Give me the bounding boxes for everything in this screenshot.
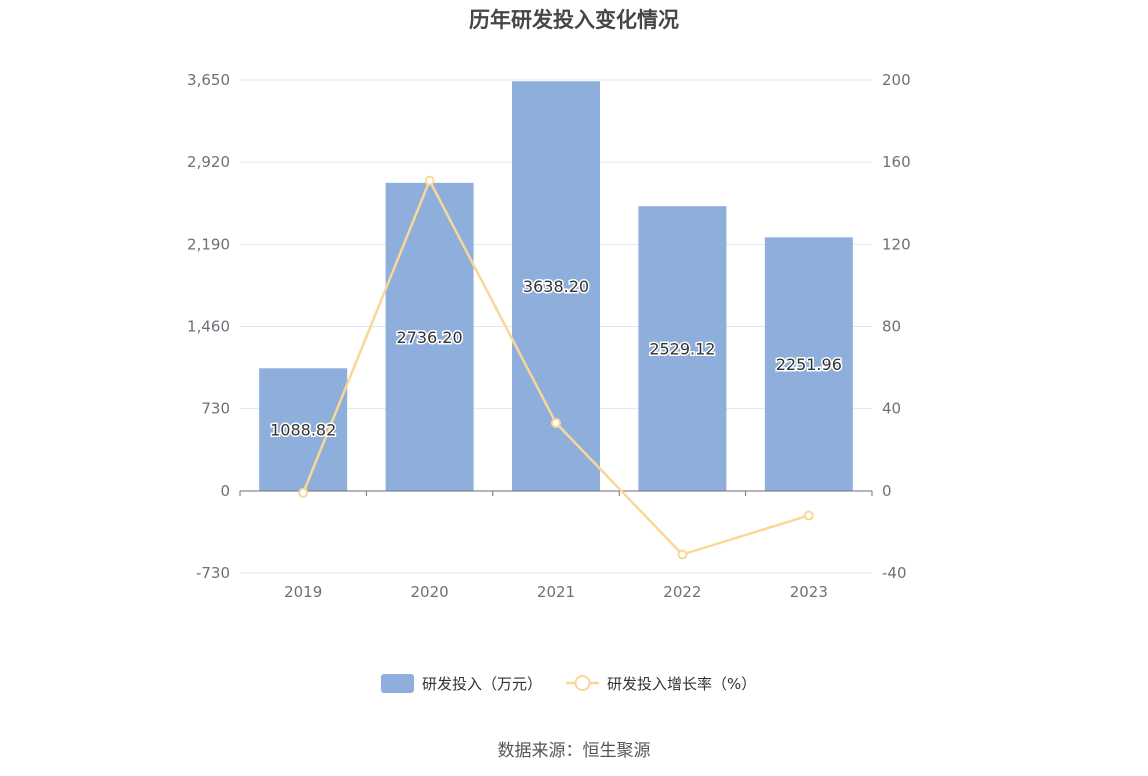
bar-data-label: 2529.12	[649, 340, 715, 359]
bar-data-label: 3638.20	[523, 277, 589, 296]
growth-rate-point	[424, 175, 435, 186]
y-left-tick-label: 730	[201, 400, 230, 418]
y-right-tick-label: 80	[882, 318, 901, 336]
y-left-tick-label: 1,460	[187, 318, 230, 336]
growth-rate-point	[551, 418, 561, 429]
x-tick-label: 2023	[790, 583, 828, 601]
growth-rate-point	[298, 487, 309, 498]
bar	[764, 237, 853, 491]
y-right-tick-label: 160	[882, 153, 911, 171]
y-left-tick-label: 3,650	[187, 71, 230, 89]
growth-rate-point	[803, 510, 814, 521]
legend-bar-swatch	[381, 674, 414, 693]
y-right-tick-label: -40	[882, 564, 907, 582]
chart-title: 历年研发投入变化情况	[469, 8, 679, 32]
x-tick-label: 2022	[663, 583, 701, 601]
legend-line-label: 研发投入增长率（%）	[607, 675, 756, 693]
y-left-tick-label: 0	[220, 482, 230, 500]
bar-data-label: 1088.82	[270, 421, 336, 440]
y-left-tick-label: 2,190	[187, 235, 230, 253]
y-left-tick-label: 2,920	[187, 153, 230, 171]
y-right-tick-label: 200	[882, 71, 911, 89]
bar	[638, 206, 727, 492]
y-right-tick-label: 120	[882, 235, 911, 253]
bar	[259, 368, 348, 491]
source-note: 数据来源：恒生聚源	[497, 741, 651, 761]
growth-rate-point	[677, 549, 688, 560]
x-tick-label: 2019	[284, 583, 322, 601]
bar-data-label: 2736.20	[397, 328, 463, 347]
y-right-tick-label: 0	[882, 482, 892, 500]
legend-bar-label: 研发投入（万元）	[422, 675, 542, 693]
x-tick-label: 2020	[411, 583, 449, 601]
bar-data-label: 2251.96	[776, 355, 842, 374]
x-tick-label: 2021	[537, 583, 575, 601]
y-left-tick-label: -730	[196, 564, 230, 582]
y-right-tick-label: 40	[882, 400, 901, 418]
legend-line-marker	[574, 675, 591, 691]
